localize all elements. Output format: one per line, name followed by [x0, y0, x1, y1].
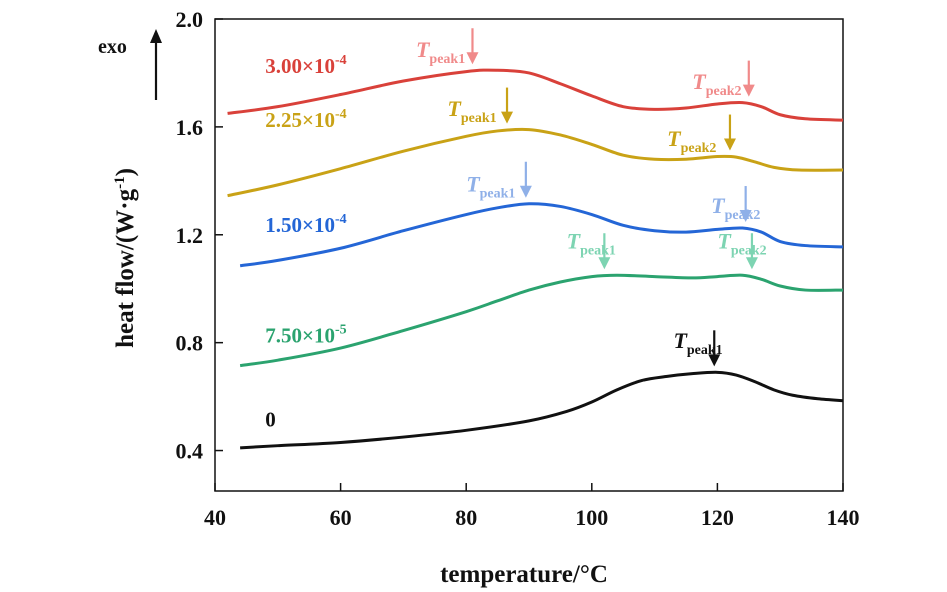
- peak-arrow-icon: [723, 114, 736, 151]
- series-label-1: 7.50×10-5: [265, 323, 346, 348]
- y-tick-label: 2.0: [176, 7, 204, 32]
- x-tick-label: 80: [455, 505, 477, 530]
- exo-arrow-icon: [150, 29, 162, 100]
- peak-arrow-icon: [742, 60, 755, 97]
- series-line-2: [239, 202, 844, 268]
- peak-arrow-icon: [519, 161, 532, 198]
- axes: 40 60 80 100 120 140 0.4 0.8 1.2 1.6 2.0: [176, 7, 860, 530]
- series-label-0: 0: [265, 407, 276, 431]
- y-axis-title-main: heat flow/(W·g: [112, 188, 139, 348]
- peak-label: Tpeak1: [466, 172, 515, 202]
- y-tick-label: 0.8: [176, 331, 204, 356]
- peak-label: Tpeak1: [567, 228, 616, 258]
- series-line-1: [239, 273, 844, 368]
- y-tick-label: 1.6: [176, 115, 204, 140]
- peak-arrow-icon: [598, 233, 611, 270]
- peak-label: Tpeak2: [692, 69, 741, 99]
- series-line-4: [227, 68, 844, 122]
- y-axis-title: heat flow/(W·g-1): [112, 168, 139, 348]
- peak-label: Tpeak2: [717, 228, 766, 258]
- peak-arrow-icon: [708, 330, 721, 367]
- series-label-4: 3.00×10-4: [265, 53, 346, 78]
- x-tick-label: 40: [204, 505, 226, 530]
- peak-label: Tpeak2: [667, 126, 716, 156]
- peak-arrow-icon: [739, 186, 752, 223]
- series-layer: [227, 68, 844, 450]
- peak-arrow-icon: [501, 87, 514, 124]
- peak-label: Tpeak1: [673, 328, 722, 358]
- y-tick-label: 1.2: [176, 223, 204, 248]
- series-label-3: 2.25×10-4: [265, 107, 346, 132]
- x-tick-label: 60: [330, 505, 352, 530]
- peak-label: Tpeak2: [711, 193, 760, 223]
- x-tick-label: 120: [701, 505, 734, 530]
- peak-label: Tpeak1: [416, 37, 465, 67]
- peak-arrow-icon: [466, 28, 479, 65]
- plot-frame: [214, 18, 844, 492]
- exo-label: exo: [98, 36, 127, 58]
- series-line-3: [227, 127, 844, 198]
- peak-label: Tpeak1: [447, 96, 496, 126]
- x-tick-label: 140: [827, 505, 860, 530]
- y-tick-label: 0.4: [176, 439, 204, 464]
- y-axis-title-close: ): [112, 168, 139, 176]
- x-axis-title: temperature/°C: [440, 561, 608, 588]
- peak-arrow-icon: [745, 233, 758, 270]
- labels-layer: 0 Tpeak1 7.50×10-5 Tpeak1 Tpeak2 1.50×10-4 Tpe…: [265, 28, 767, 431]
- y-axis-title-sup: -1: [112, 176, 128, 189]
- series-line-0: [240, 370, 844, 450]
- x-tick-label: 100: [575, 505, 608, 530]
- series-label-2: 1.50×10-4: [265, 212, 346, 237]
